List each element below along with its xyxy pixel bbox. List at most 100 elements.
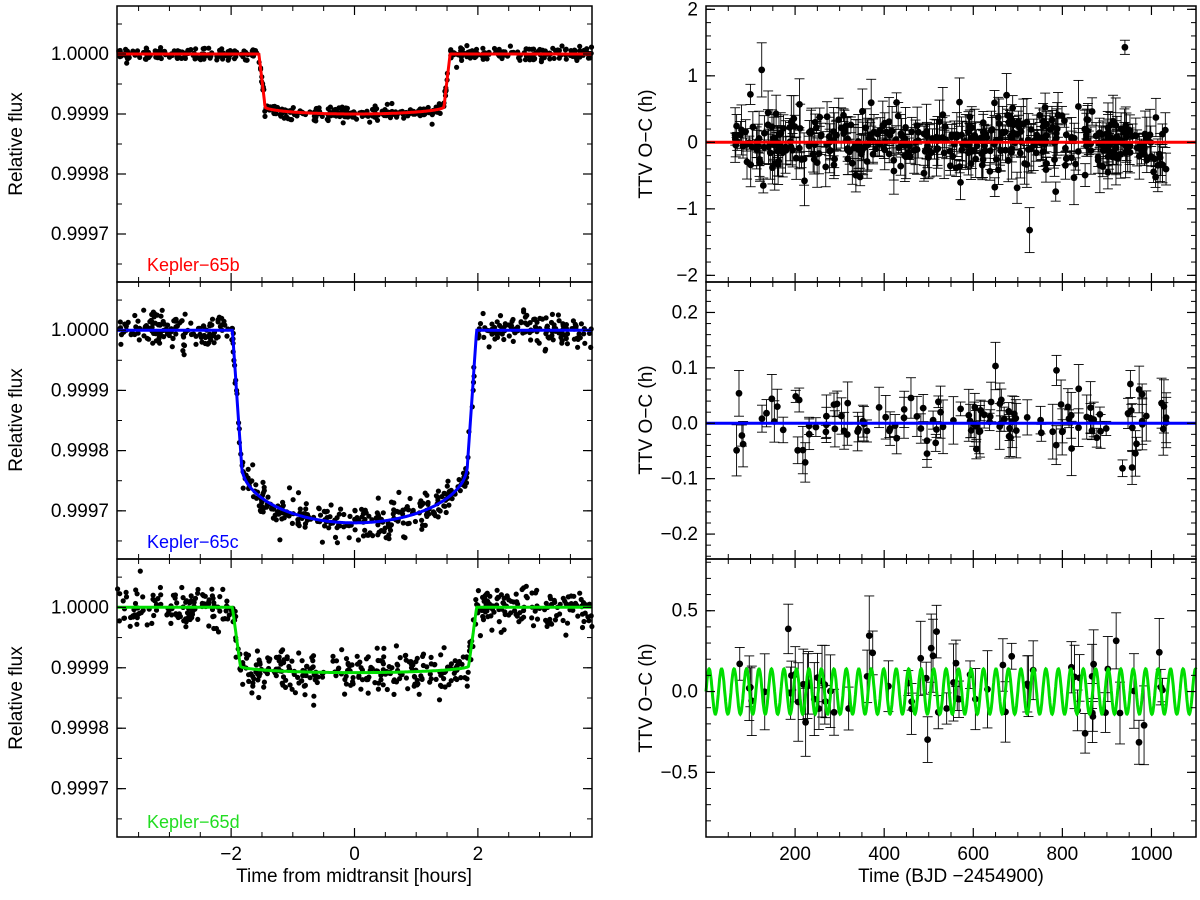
flux-point [427, 679, 433, 685]
flux-point [523, 583, 529, 589]
flux-point [193, 46, 199, 52]
flux-point [403, 652, 409, 658]
flux-point [173, 331, 179, 337]
flux-point [140, 594, 146, 600]
xtick-label: 200 [779, 844, 811, 865]
flux-point [508, 324, 514, 330]
flux-point [548, 319, 555, 326]
yticks-lcb: 1.0000 0.9999 0.9998 0.9997 [51, 6, 592, 282]
ytick-label: 0.9998 [51, 718, 109, 739]
ttv-point [786, 124, 794, 131]
flux-point [206, 623, 212, 629]
ttv-point [957, 405, 964, 413]
ttv-point [1128, 464, 1136, 471]
light-curve-panel-c: 1.0000 0.9999 0.9998 0.9997 Kepler−65c Rela… [6, 281, 594, 560]
flux-point [479, 607, 485, 614]
plot-area-lcd [115, 568, 595, 708]
flux-point [537, 315, 543, 321]
flux-point [437, 682, 444, 689]
flux-point [182, 55, 188, 62]
flux-point [579, 624, 586, 631]
flux-point [496, 330, 502, 336]
flux-point [544, 619, 550, 625]
flux-point [280, 503, 286, 509]
flux-point [319, 539, 325, 545]
ylabel-ttvd: TTV O−C (h) [636, 643, 657, 752]
flux-point [325, 106, 331, 112]
flux-point [188, 331, 195, 338]
ttv-point [731, 135, 739, 143]
flux-point [578, 321, 585, 327]
ttv-point [806, 128, 813, 136]
flux-point [495, 594, 501, 600]
ttv-point [735, 389, 743, 397]
flux-point [403, 675, 409, 681]
flux-point [582, 340, 588, 346]
ttv-point [1038, 134, 1046, 142]
flux-point [137, 568, 143, 574]
ytick-label: 0.9998 [51, 441, 109, 462]
flux-point [408, 659, 414, 665]
flux-point [342, 691, 348, 697]
ytick-label: 0.0 [672, 682, 698, 703]
flux-point [456, 477, 462, 483]
ttv-model-curve [704, 666, 1198, 717]
ttv-point [856, 173, 864, 181]
ttv-point [830, 401, 838, 408]
flux-point [376, 680, 382, 686]
flux-point [180, 595, 186, 601]
ytick-label: 1.0000 [51, 320, 109, 341]
flux-point [117, 591, 123, 597]
flux-point [420, 651, 427, 657]
flux-point [586, 618, 592, 624]
ttv-point [766, 149, 774, 157]
flux-point [362, 507, 368, 513]
flux-point [299, 658, 305, 664]
ttv-point [982, 130, 990, 138]
ttv-point [831, 155, 838, 163]
ttv-point [838, 412, 845, 420]
flux-point [183, 599, 189, 605]
flux-point [256, 694, 262, 701]
flux-point [459, 661, 465, 667]
flux-point [391, 677, 397, 683]
flux-point [276, 511, 282, 517]
flux-point [292, 690, 298, 696]
flux-point [397, 655, 403, 661]
flux-point [560, 617, 566, 624]
ttv-point [908, 128, 916, 136]
transit-model-curve [117, 52, 592, 116]
ttv-point [733, 122, 740, 130]
ttv-point [1160, 403, 1168, 410]
ytick-label: 0.9999 [51, 380, 109, 401]
flux-point [424, 664, 430, 670]
flux-point [492, 336, 498, 342]
xtick-label: 800 [1047, 844, 1079, 865]
ttv-point [799, 446, 807, 454]
flux-point [331, 107, 337, 113]
flux-point [563, 632, 569, 638]
ttv-point [1070, 134, 1078, 142]
ttv-point [965, 411, 973, 419]
ttv-point [883, 128, 890, 136]
ttv-point [1132, 132, 1140, 140]
flux-point [386, 536, 392, 542]
flux-point [577, 48, 583, 54]
flux-point [449, 496, 455, 502]
flux-point [575, 613, 581, 619]
flux-point [501, 627, 507, 633]
light-curve-panel-d: 1.0000 0.9999 0.9998 0.9997 −2 0 2 Kepler−65d… [6, 558, 595, 887]
flux-point [171, 48, 177, 54]
flux-point [406, 520, 412, 526]
ttv-point [1053, 367, 1060, 374]
flux-point [571, 336, 578, 342]
flux-point [570, 318, 577, 324]
flux-point [338, 506, 344, 512]
yticks-ttvc: 0.2 0.1 0.0 −0.1 −0.2 [660, 282, 1197, 559]
flux-point [425, 104, 431, 111]
flux-point [403, 506, 409, 512]
ttv-point [1062, 131, 1070, 139]
flux-point [481, 334, 487, 340]
flux-point [530, 57, 537, 63]
flux-point [254, 495, 260, 501]
